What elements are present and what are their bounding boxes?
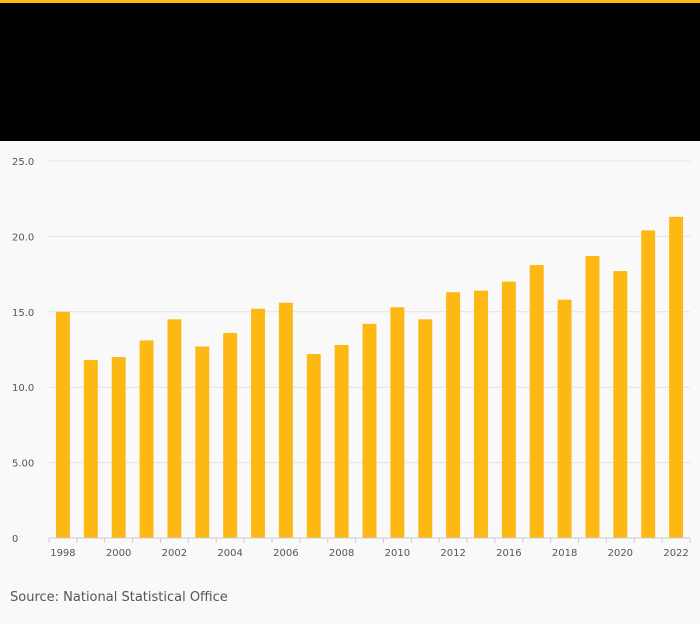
bar [613,271,628,538]
bar [446,292,461,538]
bar [418,319,433,538]
bar [167,319,182,538]
bar [55,311,70,538]
bar [501,281,516,538]
y-tick-label: 0 [12,534,18,545]
x-tick-label: 2018 [552,548,577,559]
x-tick-label: 2006 [273,548,298,559]
y-tick-label: 10.0 [12,383,34,394]
x-tick-label: 2004 [217,548,242,559]
bar [139,340,154,538]
bar [529,265,544,538]
bar [641,230,656,539]
bars [55,216,684,539]
source-note: Source: National Statistical Office [10,590,228,605]
bar [362,323,377,538]
y-tick-label: 25.0 [12,157,34,168]
bar [83,360,98,538]
bar-chart: 0 5.00 10.0 15.0 20.0 25.0 1998 2000 2002 2004 20… [12,157,691,559]
y-axis-tick-labels: 0 5.00 10.0 15.0 20.0 25.0 [12,157,34,545]
x-tick-label: 2016 [496,548,521,559]
bar [334,344,349,538]
bar [474,290,488,538]
bar [251,308,265,538]
x-tick-label: 2022 [663,548,688,559]
x-tick-label: 2012 [440,548,465,559]
bar [111,357,126,538]
x-tick-label: 2010 [385,548,410,559]
header-band [0,3,700,141]
x-tick-label: 2002 [162,548,187,559]
bar [557,299,572,538]
x-tick-label: 2000 [106,548,131,559]
bar [585,256,600,538]
x-tick-label: 1998 [50,548,75,559]
accent-bar [0,0,700,3]
y-tick-label: 20.0 [12,232,34,243]
x-tick-label: 2020 [608,548,633,559]
y-tick-label: 15.0 [12,308,34,319]
bar [278,302,293,538]
bar [223,332,238,538]
bar [195,346,210,538]
chart-area: 0 5.00 10.0 15.0 20.0 25.0 1998 2000 2002 2004 20… [0,141,700,571]
bar [390,307,405,538]
x-axis: 1998 2000 2002 2004 2006 2008 2010 2012 2016 2018… [48,537,691,559]
x-tick-label: 2008 [329,548,354,559]
bar [669,216,684,538]
y-tick-label: 5.00 [12,459,34,470]
bar [306,354,321,538]
